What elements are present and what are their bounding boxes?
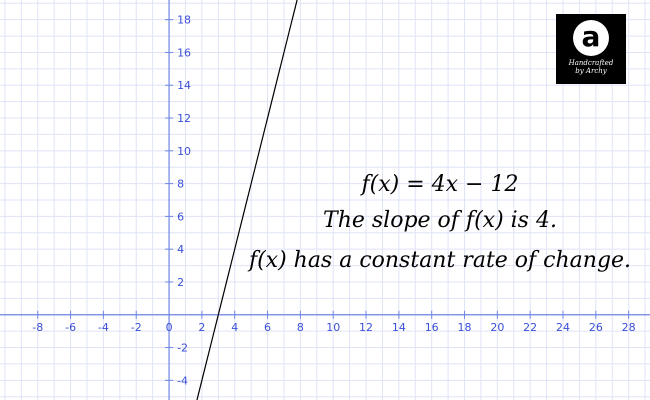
slope-statement: The slope of f(x) is 4. <box>323 208 557 233</box>
y-tick-label: 18 <box>177 14 191 27</box>
x-tick-label: -2 <box>131 321 142 334</box>
logo-credit-line2: by Archy <box>575 67 607 75</box>
x-tick-label: 14 <box>392 321 406 334</box>
y-tick-label: -4 <box>177 374 188 387</box>
function-label: f(x) = 4x − 12 <box>361 172 519 197</box>
x-tick-label: 28 <box>622 321 636 334</box>
x-tick-label: 16 <box>425 321 439 334</box>
x-tick-label: -4 <box>98 321 109 334</box>
y-tick-label: 8 <box>177 178 184 191</box>
y-tick-label: 6 <box>177 210 184 223</box>
rate-statement: f(x) has a constant rate of change. <box>248 248 632 273</box>
x-tick-label: 6 <box>264 321 271 334</box>
x-tick-label: 4 <box>231 321 238 334</box>
x-tick-label: 24 <box>556 321 570 334</box>
x-tick-label: 2 <box>198 321 205 334</box>
x-tick-label: 18 <box>458 321 472 334</box>
x-tick-label: -6 <box>65 321 76 334</box>
x-tick-label: 20 <box>490 321 504 334</box>
y-tick-label: 12 <box>177 112 191 125</box>
function-line <box>196 0 298 400</box>
x-tick-label: 8 <box>297 321 304 334</box>
x-tick-label: 12 <box>359 321 373 334</box>
x-tick-label: 0 <box>166 321 173 334</box>
logo-letter: a <box>573 20 609 56</box>
y-tick-label: 10 <box>177 145 191 158</box>
x-tick-label: 22 <box>523 321 537 334</box>
y-tick-label: 14 <box>177 79 191 92</box>
y-tick-label: 16 <box>177 46 191 59</box>
x-tick-label: -8 <box>32 321 43 334</box>
logo-credit-line1: Handcrafted <box>568 59 614 67</box>
y-tick-label: 2 <box>177 276 184 289</box>
y-tick-label: 4 <box>177 243 184 256</box>
y-tick-label: -2 <box>177 342 188 355</box>
brand-logo: a Handcrafted by Archy <box>556 14 626 84</box>
x-tick-label: 26 <box>589 321 603 334</box>
x-tick-label: 10 <box>326 321 340 334</box>
